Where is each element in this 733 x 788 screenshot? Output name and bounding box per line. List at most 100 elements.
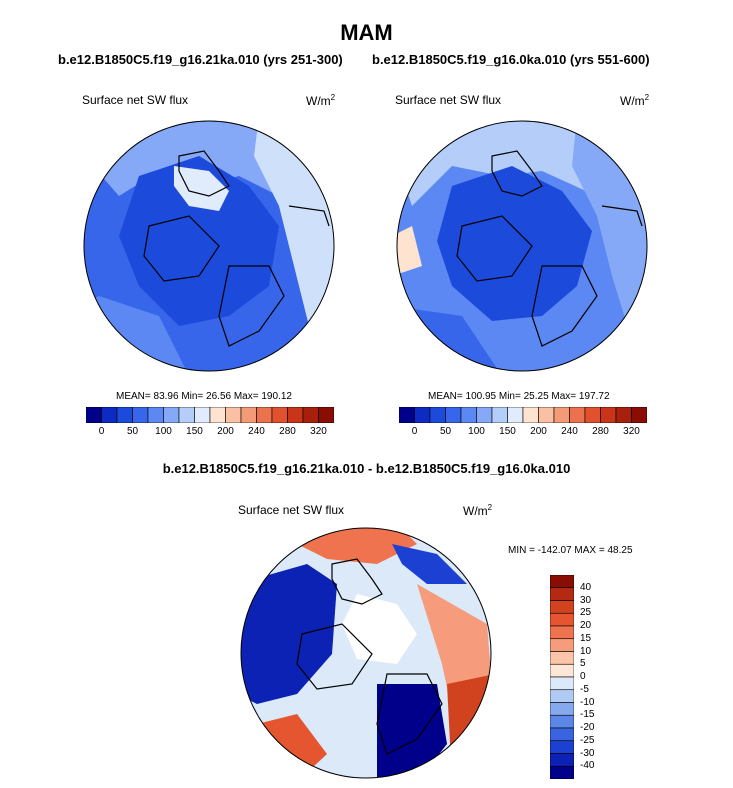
panel-right-units: W/m2	[620, 93, 650, 108]
colorbar-left	[86, 407, 334, 423]
colorbar-right-swatch	[631, 407, 647, 423]
colorbar-right-swatch	[584, 407, 601, 423]
map-right-border	[396, 120, 648, 372]
colorbar-right-swatch	[615, 407, 632, 423]
colorbar-right-swatch	[414, 407, 431, 423]
colorbar-right-swatch	[429, 407, 446, 423]
colorbar-diff-swatch	[550, 600, 574, 614]
colorbar-left-swatch	[101, 407, 118, 423]
map-left-coastline-a	[143, 215, 220, 282]
colorbar-diff-tick-label: -40	[580, 760, 595, 772]
map-diff-deep-west	[241, 564, 337, 704]
colorbar-right-swatch	[522, 407, 539, 423]
panel-right-variable: Surface net SW flux	[395, 93, 502, 107]
diff-title: b.e12.B1850C5.f19_g16.21ka.010 - b.e12.B…	[162, 461, 571, 476]
colorbar-left-swatch	[271, 407, 288, 423]
colorbar-diff-swatch	[550, 625, 574, 640]
colorbar-left-swatch	[225, 407, 242, 423]
colorbar-diff-tick-label: 25	[580, 607, 592, 619]
panel-left-variable: Surface net SW flux	[82, 93, 189, 107]
colorbar-diff-swatch	[550, 714, 574, 729]
colorbar-left-swatch	[163, 407, 180, 423]
map-left-coastline-d	[288, 205, 330, 227]
colorbar-right-tick-label: 50	[439, 426, 452, 437]
colorbar-diff-swatch	[550, 753, 574, 767]
map-right-coastline-d	[601, 205, 643, 227]
colorbar-left-swatch	[240, 407, 257, 423]
colorbar-left-tick-label: 50	[126, 426, 139, 437]
colorbar-right-tick-label: 200	[530, 426, 547, 437]
map-diff-coastline-c	[376, 673, 443, 755]
colorbar-left-swatch	[302, 407, 319, 423]
colorbar-right-swatch	[460, 407, 477, 423]
colorbar-right-swatch	[399, 407, 415, 423]
colorbar-right-swatch	[569, 407, 586, 423]
colorbar-diff-tick-label: 5	[580, 658, 586, 670]
map-left-border	[83, 120, 335, 372]
colorbar-diff-swatch	[550, 587, 574, 601]
map-right-coastline-c	[531, 265, 598, 347]
colorbar-diff	[550, 575, 574, 779]
map-diff-border	[240, 527, 492, 779]
colorbar-left-swatch	[178, 407, 195, 423]
polar-map-left	[83, 120, 335, 372]
map-left-coastline-b	[178, 150, 230, 197]
colorbar-left-tick-label: 150	[186, 426, 203, 437]
map-diff-coastline-a	[296, 623, 373, 690]
colorbar-left-tick-label: 200	[217, 426, 234, 437]
panel-left-units: W/m2	[306, 93, 336, 108]
colorbar-diff-swatch	[550, 702, 574, 716]
colorbar-diff-tick-label: 40	[580, 581, 592, 593]
colorbar-diff-tick-label: 0	[580, 671, 586, 682]
map-left-deep-region	[119, 156, 279, 326]
colorbar-right-swatch	[507, 407, 524, 423]
colorbar-right-tick-label: 0	[411, 426, 418, 437]
diff-stats: MIN = -142.07 MAX = 48.25	[508, 545, 633, 556]
map-right-coastline-b	[491, 150, 543, 197]
colorbar-diff-swatch	[550, 663, 574, 678]
colorbar-diff-swatch	[550, 765, 574, 779]
colorbar-left-swatch	[287, 407, 304, 423]
diff-variable: Surface net SW flux	[238, 503, 345, 517]
colorbar-left-swatch	[209, 407, 226, 423]
colorbar-diff-swatch	[550, 651, 574, 665]
colorbar-diff-tick-label: 15	[580, 632, 592, 644]
map-diff-coastline-b	[331, 558, 383, 605]
panel-right-case: b.e12.B1850C5.f19_g16.0ka.010 (yrs 551-6…	[372, 52, 650, 67]
map-left-coastline-c	[218, 265, 285, 347]
polar-map-diff	[240, 527, 492, 779]
colorbar-diff-tick-label: 20	[580, 620, 592, 631]
map-diff-red-southeast	[447, 674, 491, 778]
figure-title: MAM	[340, 20, 393, 45]
panel-right-stats: MEAN= 100.95 Min= 25.25 Max= 197.72	[428, 391, 610, 402]
colorbar-left-swatch	[194, 407, 211, 423]
map-right-coastline-a	[456, 215, 533, 282]
colorbar-diff-swatch	[550, 689, 574, 703]
colorbar-right-swatch	[600, 407, 617, 423]
colorbar-diff-tick-label: 30	[580, 594, 592, 606]
colorbar-right-tick-label: 320	[623, 426, 640, 437]
colorbar-right-swatch	[476, 407, 493, 423]
colorbar-left-swatch	[86, 407, 102, 423]
colorbar-right-tick-label: 240	[561, 426, 578, 437]
colorbar-right-tick-label: 100	[468, 426, 485, 437]
colorbar-left-swatch	[147, 407, 164, 423]
colorbar-diff-tick-label: -25	[580, 734, 595, 746]
colorbar-diff-tick-label: 10	[580, 645, 592, 657]
colorbar-diff-tick-label: -30	[580, 747, 595, 759]
colorbar-left-swatch	[116, 407, 133, 423]
colorbar-right-swatch	[553, 407, 570, 423]
colorbar-right-tick-label: 150	[499, 426, 516, 437]
colorbar-left-swatch	[256, 407, 273, 423]
colorbar-diff-tick-label: -20	[580, 722, 595, 733]
map-diff-white-center	[342, 594, 417, 664]
colorbar-left-tick-label: 320	[310, 426, 327, 437]
panel-left-case: b.e12.B1850C5.f19_g16.21ka.010 (yrs 251-…	[58, 52, 343, 67]
colorbar-right	[399, 407, 647, 423]
colorbar-left-tick-label: 280	[279, 426, 296, 437]
colorbar-right-labels: 0 50 100 150 200 240 280 320	[399, 426, 647, 440]
panel-left-stats: MEAN= 83.96 Min= 26.56 Max= 190.12	[116, 391, 292, 402]
colorbar-diff-labels: 40 30 25 20 15 10 5 0 -5 -10 -15 -20 -25 -30 -40	[580, 575, 620, 779]
colorbar-right-swatch	[538, 407, 555, 423]
diff-units: W/m2	[463, 503, 493, 518]
